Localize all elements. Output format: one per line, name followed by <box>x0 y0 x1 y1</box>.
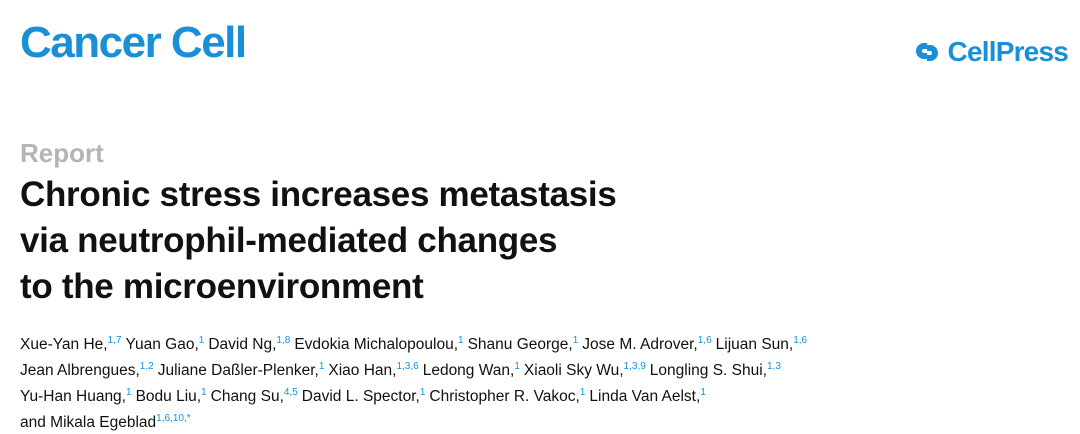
author-name: David L. Spector, <box>301 388 420 405</box>
author-name: Chang Su, <box>210 388 284 405</box>
author-name: Xue-Yan He, <box>20 336 108 353</box>
author-line: Xue-Yan He,1,7 Yuan Gao,1 David Ng,1,8 Evdo… <box>20 330 811 356</box>
title-line: Chronic stress increases metastasis <box>20 175 617 214</box>
affiliation: 1,6,10,* <box>156 413 191 424</box>
affiliation: 1,6 <box>697 335 712 346</box>
journal-name: Cancer Cell <box>20 18 247 67</box>
author-name: Juliane Daßler-Plenker, <box>157 362 319 379</box>
author-name: Longling S. Shui, <box>649 362 767 379</box>
article-type: Report <box>20 138 104 168</box>
author-name: Bodu Liu, <box>135 388 202 405</box>
author-name: David Ng, <box>208 336 277 353</box>
author-name: Shanu George, <box>467 336 573 353</box>
affiliation: 1,3 <box>767 361 781 372</box>
author-name: Christopher R. Vakoc, <box>429 388 580 405</box>
affiliation: 1 <box>700 387 706 398</box>
affiliation: 1,8 <box>276 335 291 346</box>
affiliation: 1 <box>514 361 520 372</box>
author-list: Xue-Yan He,1,7 Yuan Gao,1 David Ng,1,8 Evdo… <box>20 330 811 434</box>
affiliation: 1 <box>579 387 586 398</box>
publisher-name: CellPress <box>947 36 1069 67</box>
author-name: Xiao Han, <box>328 362 397 379</box>
author-name: Evdokia Michalopoulou, <box>294 336 459 353</box>
page: Cancer Cell CellPress Report Chronic str… <box>20 18 1069 431</box>
author-name: and Mikala Egeblad <box>20 414 157 431</box>
author-name: Jose M. Adrover, <box>582 336 698 353</box>
logo-icon <box>915 43 938 61</box>
affiliation: 1,2 <box>139 361 154 372</box>
affiliation: 1 <box>126 387 132 398</box>
affiliation: 1 <box>318 361 325 372</box>
author-name: Yu-Han Huang, <box>20 388 126 405</box>
affiliation: 1 <box>198 335 205 346</box>
affiliation: 4,5 <box>283 387 298 398</box>
affiliation: 1,3,6 <box>396 361 419 372</box>
author-line: Jean Albrengues,1,2 Juliane Daßler-Plenke… <box>20 356 811 382</box>
title-line: to the microenvironment <box>20 267 424 306</box>
author-line: and Mikala Egeblad1,6,10,* <box>20 408 811 434</box>
author-name: Yuan Gao, <box>125 336 199 353</box>
affiliation: 1 <box>572 335 579 346</box>
author-name: Ledong Wan, <box>422 362 515 379</box>
affiliation: 1 <box>419 387 426 398</box>
author-name: Xiaoli Sky Wu, <box>523 362 624 379</box>
affiliation: 1,6 <box>793 335 808 346</box>
affiliation: 1,7 <box>107 335 122 346</box>
article-title: Chronic stress increases metastasis via n… <box>20 172 617 310</box>
publisher-logo: CellPress <box>910 36 1069 68</box>
title-line: via neutrophil-mediated changes <box>20 221 558 260</box>
author-line: Yu-Han Huang,1 Bodu Liu,1 Chang Su,4,5 Davi… <box>20 382 811 408</box>
affiliation: 1,3,9 <box>623 361 646 372</box>
author-name: Jean Albrengues, <box>20 362 140 379</box>
author-name: Lijuan Sun, <box>715 336 794 353</box>
author-name: Linda Van Aelst, <box>589 388 701 405</box>
affiliation: 1 <box>458 335 464 346</box>
affiliation: 1 <box>201 387 207 398</box>
